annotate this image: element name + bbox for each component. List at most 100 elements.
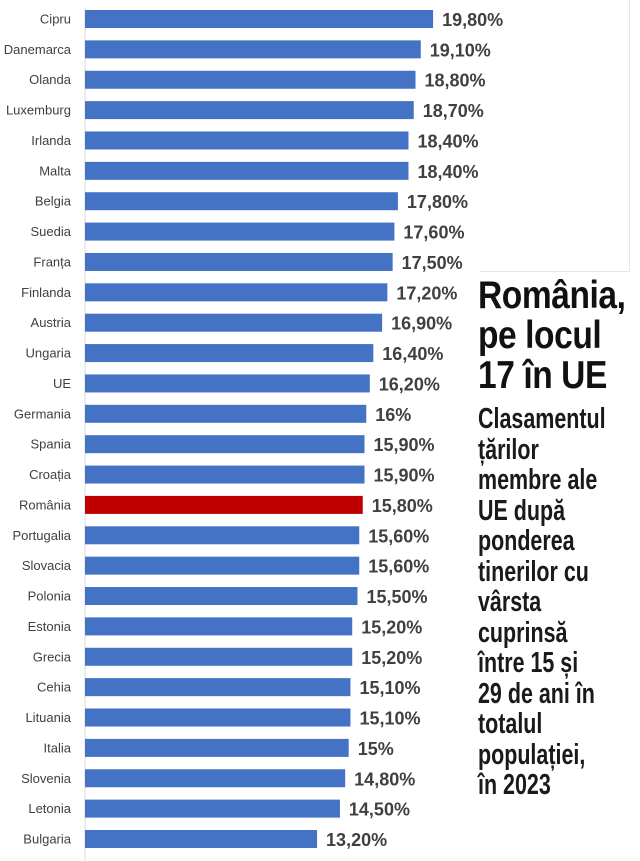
category-label: UE (53, 376, 71, 391)
category-label: Spania (31, 437, 72, 452)
category-label: Suedia (31, 224, 72, 239)
category-label: Danemarca (4, 42, 72, 57)
category-label: Polonia (28, 589, 72, 604)
category-label: Malta (39, 163, 72, 178)
data-label: 17,80% (407, 192, 468, 212)
category-label: Ungaria (25, 346, 71, 361)
data-label: 16% (375, 405, 411, 425)
category-label: Cehia (37, 680, 72, 695)
headline-subtitle: Clasamentul țărilor membre ale UE după ponde… (478, 404, 640, 801)
bar-estonia (85, 617, 353, 636)
category-label: Croația (29, 467, 72, 482)
data-label: 14,50% (349, 800, 410, 820)
bar-românia (85, 495, 363, 514)
bar-ue (85, 374, 370, 393)
bar-cipru (85, 10, 434, 28)
data-label: 19,10% (430, 40, 491, 60)
bar-slovenia (85, 769, 346, 788)
title-line: pe locul (478, 314, 602, 357)
category-label: România (19, 497, 72, 512)
category-label: Estonia (28, 619, 72, 634)
bar-cehia (85, 678, 351, 697)
bar-grecia (85, 647, 353, 666)
category-label: Lituania (25, 710, 71, 725)
data-label: 15,90% (374, 466, 435, 486)
category-label: Luxemburg (6, 103, 71, 118)
bar-bulgaria (85, 829, 318, 848)
data-label: 18,40% (417, 162, 478, 182)
data-label: 14,80% (354, 769, 415, 789)
data-label: 15,60% (368, 557, 429, 577)
bar-luxemburg (85, 101, 414, 120)
headline-title: România, pe locul 17 în UE (478, 276, 640, 396)
bar-danemarca (85, 40, 421, 59)
bar-italia (85, 738, 349, 757)
bar-ungaria (85, 344, 374, 363)
data-label: 18,70% (423, 101, 484, 121)
bar-croația (85, 465, 365, 484)
data-label: 13,20% (326, 830, 387, 850)
data-label: 15,10% (359, 678, 420, 698)
category-label: Slovacia (22, 558, 72, 573)
data-label: 18,80% (425, 71, 486, 91)
bar-suedia (85, 222, 395, 241)
data-label: 16,20% (379, 374, 440, 394)
subtitle-line: Clasamentul (478, 403, 606, 435)
subtitle-line: în 2023 (478, 769, 551, 801)
category-label: Austria (31, 315, 72, 330)
chart-frame (480, 0, 630, 272)
data-label: 19,80% (442, 10, 503, 30)
subtitle-line: totalul (478, 708, 543, 740)
category-label: Portugalia (12, 528, 71, 543)
subtitle-line: 29 de ani în (478, 677, 595, 710)
subtitle-line: vârsta (478, 586, 542, 618)
subtitle-line: membre ale (478, 464, 598, 496)
bar-irlanda (85, 131, 409, 150)
headline: România, pe locul 17 în UE Clasamentul țări… (478, 276, 640, 801)
category-label: Letonia (28, 801, 71, 816)
category-label: Germania (14, 406, 72, 421)
data-label: 15,50% (366, 587, 427, 607)
category-label: Olanda (29, 72, 72, 87)
data-label: 17,50% (402, 253, 463, 273)
title-line: 17 în UE (478, 354, 607, 397)
data-label: 16,90% (391, 314, 452, 334)
bar-finlanda (85, 283, 388, 302)
bar-letonia (85, 799, 340, 818)
data-label: 16,40% (382, 344, 443, 364)
category-label: Italia (44, 740, 72, 755)
subtitle-line: între 15 și (478, 647, 579, 679)
subtitle-line: țărilor (478, 433, 539, 466)
bar-germania (85, 404, 367, 423)
data-label: 17,20% (396, 283, 457, 303)
data-label: 15% (358, 739, 394, 759)
subtitle-line: tinerilor cu (478, 555, 589, 588)
bar-lituania (85, 708, 351, 727)
subtitle-line: cuprinsă (478, 616, 568, 649)
bar-portugalia (85, 526, 360, 545)
category-label: Franța (33, 254, 71, 269)
bar-olanda (85, 70, 416, 89)
data-label: 15,60% (368, 526, 429, 546)
data-label: 15,20% (361, 617, 422, 637)
bar-malta (85, 161, 409, 180)
category-label: Slovenia (21, 771, 72, 786)
category-label: Finlanda (21, 285, 72, 300)
data-label: 15,20% (361, 648, 422, 668)
category-label: Belgia (35, 194, 72, 209)
data-label: 15,10% (359, 709, 420, 729)
bar-belgia (85, 192, 398, 211)
bar-franța (85, 252, 393, 271)
data-label: 17,60% (403, 223, 464, 243)
data-label: 15,90% (374, 435, 435, 455)
bar-slovacia (85, 556, 360, 575)
category-label: Cipru (40, 12, 71, 27)
bar-polonia (85, 587, 358, 606)
data-label: 15,80% (372, 496, 433, 516)
data-label: 18,40% (417, 131, 478, 151)
subtitle-line: ponderea (478, 525, 575, 557)
title-line: România, (478, 274, 626, 317)
bar-austria (85, 313, 383, 332)
category-label: Irlanda (31, 133, 72, 148)
